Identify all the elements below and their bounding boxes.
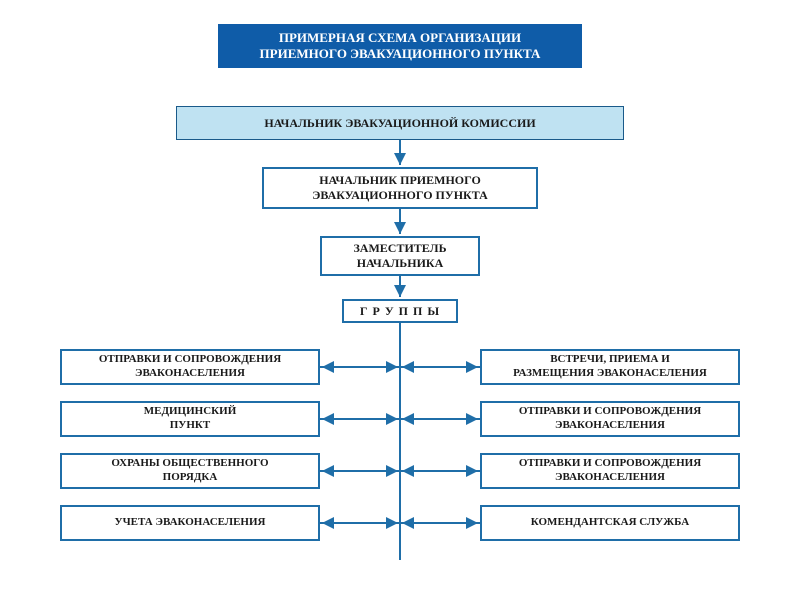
node-right-2-line1: ОТПРАВКИ И СОПРОВОЖДЕНИЯ: [519, 457, 701, 469]
node-deputy: ЗАМЕСТИТЕЛЬ НАЧАЛЬНИКА: [320, 236, 480, 276]
node-right-1-line2: ЭВАКОНАСЕЛЕНИЯ: [555, 419, 665, 431]
node-right-0: ВСТРЕЧИ, ПРИЕМА И РАЗМЕЩЕНИЯ ЭВАКОНАСЕЛЕ…: [480, 349, 740, 385]
node-left-2-line1: ОХРАНЫ ОБЩЕСТВЕННОГО: [111, 457, 268, 469]
node-left-3: УЧЕТА ЭВАКОНАСЕЛЕНИЯ: [60, 505, 320, 541]
node-commission-chief: НАЧАЛЬНИК ЭВАКУАЦИОННОЙ КОМИССИИ: [176, 106, 624, 140]
node-point-chief-line2: ЭВАКУАЦИОННОГО ПУНКТА: [312, 188, 488, 202]
node-right-2-line2: ЭВАКОНАСЕЛЕНИЯ: [555, 471, 665, 483]
node-left-0-line1: ОТПРАВКИ И СОПРОВОЖДЕНИЯ: [99, 353, 281, 365]
node-commission-chief-label: НАЧАЛЬНИК ЭВАКУАЦИОННОЙ КОМИССИИ: [264, 116, 535, 131]
node-right-3-line1: КОМЕНДАНТСКАЯ СЛУЖБА: [531, 516, 689, 528]
node-left-0-line2: ЭВАКОНАСЕЛЕНИЯ: [135, 367, 245, 379]
node-deputy-line1: ЗАМЕСТИТЕЛЬ: [353, 241, 446, 255]
node-right-1-line1: ОТПРАВКИ И СОПРОВОЖДЕНИЯ: [519, 405, 701, 417]
node-deputy-line2: НАЧАЛЬНИКА: [357, 256, 444, 270]
node-right-3: КОМЕНДАНТСКАЯ СЛУЖБА: [480, 505, 740, 541]
node-left-1-line2: ПУНКТ: [170, 419, 211, 431]
title-line2: ПРИЕМНОГО ЭВАКУАЦИОННОГО ПУНКТА: [260, 46, 541, 61]
node-right-0-line2: РАЗМЕЩЕНИЯ ЭВАКОНАСЕЛЕНИЯ: [513, 367, 707, 379]
node-left-3-line1: УЧЕТА ЭВАКОНАСЕЛЕНИЯ: [115, 516, 266, 528]
node-right-1: ОТПРАВКИ И СОПРОВОЖДЕНИЯ ЭВАКОНАСЕЛЕНИЯ: [480, 401, 740, 437]
node-groups-label: Г Р У П П Ы: [360, 304, 440, 319]
diagram-title: ПРИМЕРНАЯ СХЕМА ОРГАНИЗАЦИИ ПРИЕМНОГО ЭВ…: [218, 24, 582, 68]
node-groups: Г Р У П П Ы: [342, 299, 458, 323]
node-point-chief: НАЧАЛЬНИК ПРИЕМНОГО ЭВАКУАЦИОННОГО ПУНКТ…: [262, 167, 538, 209]
node-left-1: МЕДИЦИНСКИЙ ПУНКТ: [60, 401, 320, 437]
node-left-2: ОХРАНЫ ОБЩЕСТВЕННОГО ПОРЯДКА: [60, 453, 320, 489]
node-left-0: ОТПРАВКИ И СОПРОВОЖДЕНИЯ ЭВАКОНАСЕЛЕНИЯ: [60, 349, 320, 385]
node-left-2-line2: ПОРЯДКА: [163, 471, 218, 483]
title-line1: ПРИМЕРНАЯ СХЕМА ОРГАНИЗАЦИИ: [279, 30, 521, 45]
node-right-0-line1: ВСТРЕЧИ, ПРИЕМА И: [550, 353, 670, 365]
node-left-1-line1: МЕДИЦИНСКИЙ: [144, 405, 237, 417]
node-point-chief-line1: НАЧАЛЬНИК ПРИЕМНОГО: [319, 173, 481, 187]
node-right-2: ОТПРАВКИ И СОПРОВОЖДЕНИЯ ЭВАКОНАСЕЛЕНИЯ: [480, 453, 740, 489]
